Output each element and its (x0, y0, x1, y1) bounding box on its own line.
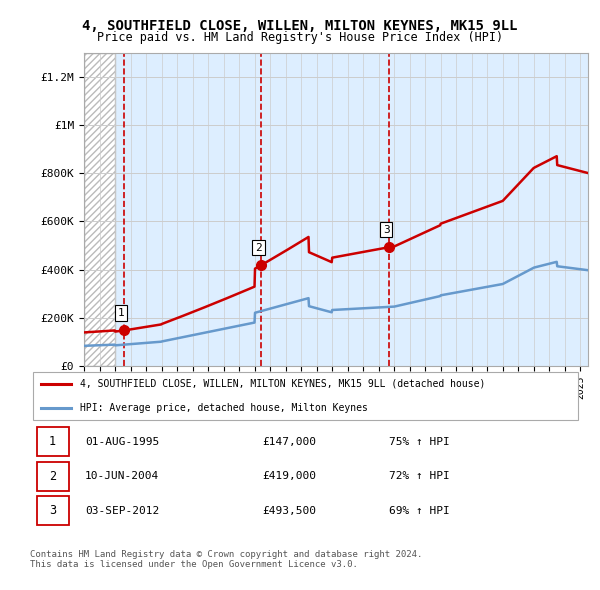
Text: 03-SEP-2012: 03-SEP-2012 (85, 506, 160, 516)
Text: HPI: Average price, detached house, Milton Keynes: HPI: Average price, detached house, Milt… (80, 403, 368, 413)
Text: 3: 3 (383, 225, 389, 235)
Text: 10-JUN-2004: 10-JUN-2004 (85, 471, 160, 481)
FancyBboxPatch shape (37, 427, 68, 456)
Text: 1: 1 (118, 308, 125, 318)
Text: £147,000: £147,000 (262, 437, 316, 447)
Text: 75% ↑ HPI: 75% ↑ HPI (389, 437, 449, 447)
Text: 2: 2 (49, 470, 56, 483)
Text: Price paid vs. HM Land Registry's House Price Index (HPI): Price paid vs. HM Land Registry's House … (97, 31, 503, 44)
Bar (84, 53, 115, 366)
FancyBboxPatch shape (37, 496, 68, 525)
FancyBboxPatch shape (37, 461, 68, 490)
Text: 69% ↑ HPI: 69% ↑ HPI (389, 506, 449, 516)
Text: 1: 1 (49, 435, 56, 448)
Text: 2: 2 (255, 242, 262, 253)
Text: £419,000: £419,000 (262, 471, 316, 481)
Text: 3: 3 (49, 504, 56, 517)
Text: 4, SOUTHFIELD CLOSE, WILLEN, MILTON KEYNES, MK15 9LL: 4, SOUTHFIELD CLOSE, WILLEN, MILTON KEYN… (82, 19, 518, 33)
Text: Contains HM Land Registry data © Crown copyright and database right 2024.
This d: Contains HM Land Registry data © Crown c… (30, 550, 422, 569)
FancyBboxPatch shape (33, 372, 578, 419)
Text: 01-AUG-1995: 01-AUG-1995 (85, 437, 160, 447)
Text: 4, SOUTHFIELD CLOSE, WILLEN, MILTON KEYNES, MK15 9LL (detached house): 4, SOUTHFIELD CLOSE, WILLEN, MILTON KEYN… (80, 379, 485, 389)
Text: 72% ↑ HPI: 72% ↑ HPI (389, 471, 449, 481)
Text: £493,500: £493,500 (262, 506, 316, 516)
